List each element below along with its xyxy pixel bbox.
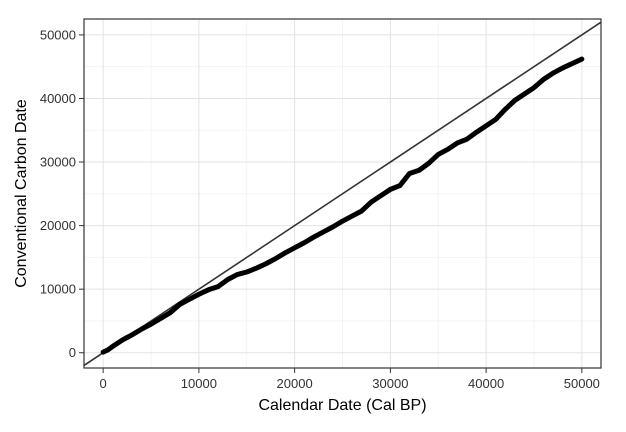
y-tick-label: 50000 <box>40 27 76 42</box>
identity-reference-line <box>83 21 602 367</box>
x-tick-label: 50000 <box>564 376 600 391</box>
y-tick-label: 10000 <box>40 282 76 297</box>
series-layer <box>100 56 585 355</box>
y-tick-label: 20000 <box>40 218 76 233</box>
major-gridlines <box>84 19 601 368</box>
y-tick-label: 40000 <box>40 91 76 106</box>
x-tick-label: 0 <box>100 376 107 391</box>
x-tick-label: 20000 <box>277 376 313 391</box>
panel-border <box>83 18 602 369</box>
x-tick-label: 10000 <box>181 376 217 391</box>
series-line-0 <box>100 56 585 355</box>
y-axis-ticks: 0 10000 20000 30000 40000 50000 <box>40 27 84 360</box>
x-axis-ticks: 0 10000 20000 30000 40000 50000 <box>100 368 600 391</box>
y-tick-label: 30000 <box>40 155 76 170</box>
y-tick-label: 0 <box>69 345 76 360</box>
x-tick-label: 30000 <box>372 376 408 391</box>
x-axis-title: Calendar Date (Cal BP) <box>258 397 426 414</box>
y-axis-title: Conventional Carbon Date <box>13 99 30 288</box>
reference-line-layer <box>83 21 602 367</box>
x-tick-label: 40000 <box>468 376 504 391</box>
minor-gridlines <box>84 19 601 368</box>
